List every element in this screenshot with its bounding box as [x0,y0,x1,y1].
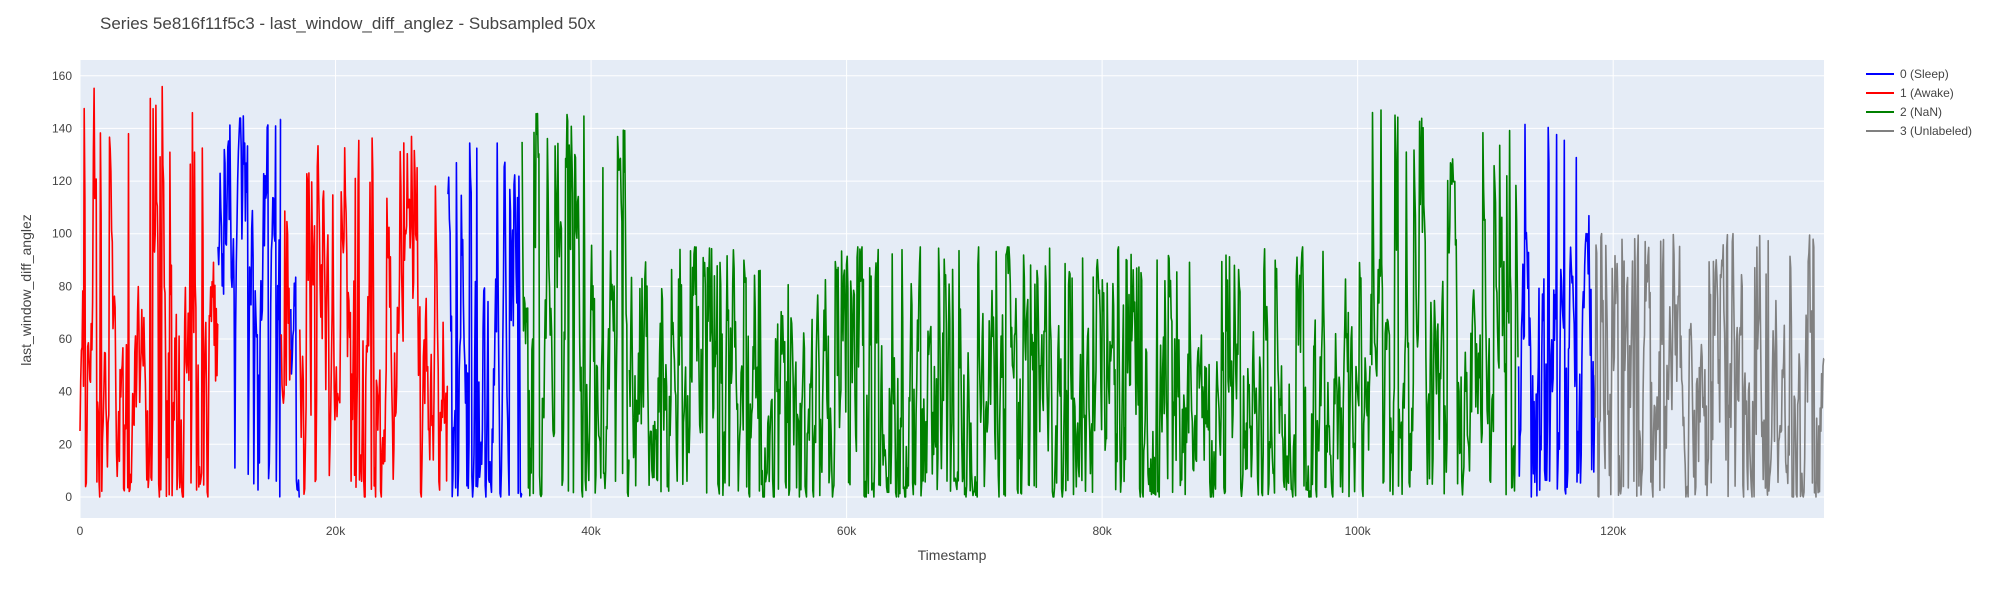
y-tick-label: 120 [52,174,72,188]
x-tick-label: 20k [326,524,346,538]
series-line [521,112,630,498]
series-line [79,85,219,498]
series-line [628,246,1371,498]
y-tick-label: 60 [59,332,73,346]
series-line [299,135,449,498]
legend-label: 3 (Unlabeled) [1900,124,1972,138]
y-tick-label: 140 [52,121,72,135]
x-axis-ticks: 0 20k 40k 60k 80k 100k 120k [77,524,1628,538]
series-line [279,210,292,405]
x-tick-label: 120k [1600,524,1627,538]
legend-item[interactable]: 1 (Awake) [1866,86,1954,100]
series-lines [79,85,1825,498]
y-axis-ticks: 0 20 40 60 80 100 120 140 160 [52,69,72,504]
series-line [290,276,301,498]
y-tick-label: 160 [52,69,72,83]
legend[interactable]: 0 (Sleep) 1 (Awake) 2 (NaN) 3 (Unlabeled) [1866,67,1972,138]
x-tick-label: 60k [837,524,857,538]
series-line [1517,123,1596,498]
legend-label: 0 (Sleep) [1900,67,1949,81]
y-axis-title: last_window_diff_anglez [18,214,34,366]
x-tick-label: 100k [1345,524,1372,538]
series-line [217,115,282,498]
x-tick-label: 40k [581,524,601,538]
x-axis-title: Timestamp [918,547,987,563]
x-tick-label: 80k [1092,524,1112,538]
y-tick-label: 0 [65,490,72,504]
series-line [1594,232,1825,498]
y-tick-label: 40 [59,385,73,399]
legend-label: 2 (NaN) [1900,105,1942,119]
legend-item[interactable]: 2 (NaN) [1866,105,1942,119]
y-tick-label: 20 [59,437,73,451]
y-tick-label: 80 [59,279,73,293]
y-tick-label: 100 [52,227,72,241]
chart-title: Series 5e816f11f5c3 - last_window_diff_a… [100,14,596,33]
legend-item[interactable]: 0 (Sleep) [1866,67,1949,81]
x-tick-label: 0 [77,524,84,538]
legend-item[interactable]: 3 (Unlabeled) [1866,124,1972,138]
series-line [1369,109,1519,496]
legend-label: 1 (Awake) [1900,86,1954,100]
series-line [447,142,523,498]
